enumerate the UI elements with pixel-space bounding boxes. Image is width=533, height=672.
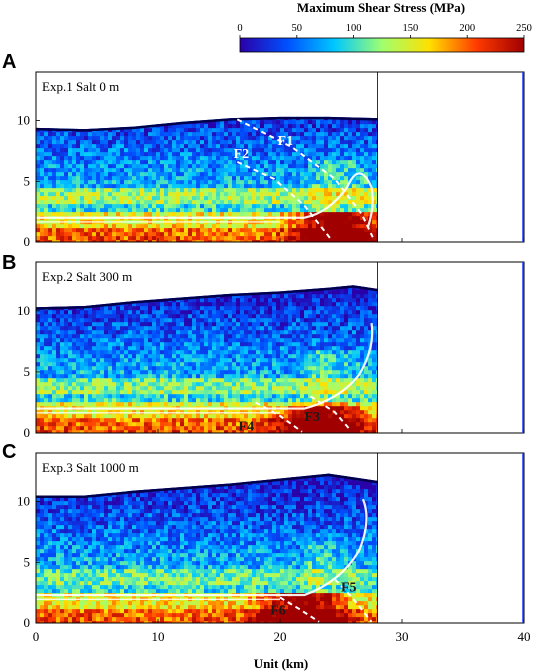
fault-label-f4: F4 — [239, 420, 255, 435]
salt-outline — [36, 322, 374, 410]
fault-label-f2: F2 — [234, 147, 250, 162]
colorbar-title: Maximum Shear Stress (MPa) — [297, 0, 465, 15]
stress-field — [36, 285, 378, 433]
experiment-label-box — [37, 73, 187, 99]
y-tick-label: 0 — [24, 234, 31, 249]
y-tick-label: 5 — [24, 554, 31, 569]
colorbar: Maximum Shear Stress (MPa) 0 50 100 150 200 2… — [237, 0, 532, 53]
colorbar-tick-label: 100 — [346, 23, 362, 34]
y-tick-label: 5 — [24, 173, 31, 188]
y-tick-label: 10 — [17, 494, 30, 509]
x-axis: 0 10 20 30 40 — [33, 629, 531, 644]
fault-label-f6: F6 — [270, 604, 286, 619]
panel-a: F1 F2 0 5 10 Exp.1 Salt 0 m A — [2, 51, 525, 249]
colorbar-tick-label: 0 — [237, 23, 242, 34]
fault-label-f3: F3 — [304, 410, 320, 425]
colorbar-ticks: 0 50 100 150 200 250 — [237, 23, 532, 38]
x-axis-label: Unit (km) — [254, 656, 309, 671]
experiment-label-box — [37, 454, 187, 480]
x-tick-label: 20 — [274, 629, 287, 644]
fault-line-f4 — [255, 401, 303, 433]
colorbar-tick-label: 200 — [459, 23, 475, 34]
x-tick-label: 10 — [152, 629, 165, 644]
panel-c: F5 F6 0 5 10 Exp.3 Salt 1000 m C — [2, 441, 525, 630]
stress-field — [36, 473, 378, 623]
panels: F1 F2 0 5 10 Exp.1 Salt 0 m A F3 F4 0 5 10 Exp.2 Sal… — [2, 51, 525, 630]
y-tick-label: 0 — [24, 425, 31, 440]
panel-b: F3 F4 0 5 10 Exp.2 Salt 300 m B — [2, 252, 525, 440]
experiment-label-box — [37, 263, 187, 289]
fault-line-f6 — [279, 596, 320, 623]
salt-outline — [36, 172, 374, 228]
x-tick-label: 40 — [518, 629, 531, 644]
x-tick-label: 0 — [33, 629, 40, 644]
y-tick-label: 0 — [24, 615, 31, 630]
experiment-label: Exp.1 Salt 0 m — [42, 79, 119, 94]
panel-letter: A — [2, 51, 16, 73]
fault-line-f2 — [236, 160, 333, 241]
colorbar-tick-label: 250 — [516, 23, 532, 34]
fault-line-f5 — [334, 578, 373, 623]
stress-field — [36, 116, 378, 242]
colorbar-gradient — [239, 37, 525, 53]
panel-letter: B — [2, 252, 16, 274]
panel-letter: C — [2, 441, 16, 463]
experiment-label: Exp.3 Salt 1000 m — [42, 460, 139, 475]
y-tick-label: 10 — [17, 303, 30, 318]
colorbar-tick-label: 50 — [292, 23, 303, 34]
y-tick-label: 10 — [17, 113, 30, 128]
y-tick-label: 5 — [24, 364, 31, 379]
colorbar-tick-label: 150 — [403, 23, 419, 34]
salt-outline — [36, 498, 368, 597]
experiment-label: Exp.2 Salt 300 m — [42, 269, 132, 284]
fault-label-f5: F5 — [341, 580, 357, 595]
fault-label-f1: F1 — [278, 134, 294, 149]
fault-line-f3 — [309, 395, 352, 432]
x-tick-label: 30 — [396, 629, 409, 644]
